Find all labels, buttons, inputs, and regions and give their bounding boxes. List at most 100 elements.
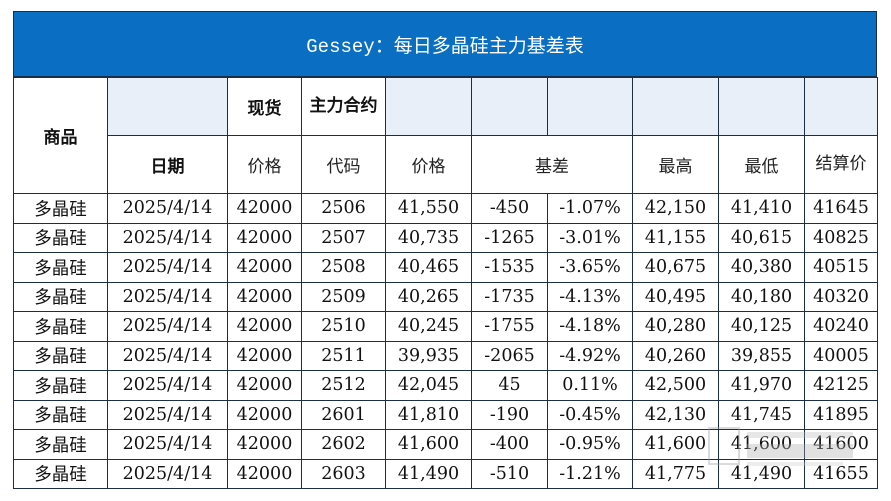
- cell-settle: 41645: [804, 193, 878, 224]
- cell-settle: 40825: [804, 222, 878, 253]
- cell-basis-pct: -0.45%: [547, 399, 633, 430]
- cell-high: 40,280: [632, 311, 719, 342]
- cell-basis: -2065: [471, 340, 548, 371]
- cell-price: 40,465: [385, 252, 472, 283]
- header-blank-basis-top-a: [471, 77, 548, 136]
- cell-high: 40,495: [632, 281, 719, 312]
- cell-product: 多晶硅: [13, 458, 108, 489]
- cell-settle: 42125: [804, 370, 878, 401]
- cell-basis-pct: -3.01%: [547, 222, 633, 253]
- table-row: 多晶硅 2025/4/14 42000 2510 40,245 -1755 -4.18% 40…: [13, 311, 878, 342]
- cell-date: 2025/4/14: [107, 429, 228, 460]
- cell-date: 2025/4/14: [107, 458, 228, 489]
- cell-date: 2025/4/14: [107, 222, 228, 253]
- cell-low: 40,180: [718, 281, 805, 312]
- header-spot-price: 价格: [227, 135, 302, 194]
- header-settle: 结算价: [804, 135, 878, 194]
- cell-basis-pct: -3.65%: [547, 252, 633, 283]
- header-basis: 基差: [471, 135, 633, 194]
- cell-spot-price: 42000: [227, 281, 302, 312]
- table-row: 多晶硅 2025/4/14 42000 2512 42,045 45 0.11% 42,500…: [13, 370, 878, 401]
- cell-product: 多晶硅: [13, 399, 108, 430]
- header-spot: 现货: [227, 77, 302, 136]
- cell-code: 2507: [301, 222, 386, 253]
- cell-product: 多晶硅: [13, 311, 108, 342]
- cell-spot-price: 42000: [227, 370, 302, 401]
- cell-basis: 45: [471, 370, 548, 401]
- table-row: 多晶硅 2025/4/14 42000 2511 39,935 -2065 -4.92% 40…: [13, 340, 878, 371]
- cell-date: 2025/4/14: [107, 370, 228, 401]
- cell-code: 2508: [301, 252, 386, 283]
- cell-price: 40,245: [385, 311, 472, 342]
- cell-high: 42,150: [632, 193, 719, 224]
- table-body: 多晶硅 2025/4/14 42000 2506 41,550 -450 -1.07% 42,…: [13, 193, 878, 489]
- cell-low: 41,745: [718, 399, 805, 430]
- cell-spot-price: 42000: [227, 311, 302, 342]
- cell-price: 40,735: [385, 222, 472, 253]
- cell-low: 41,410: [718, 193, 805, 224]
- cell-price: 41,490: [385, 458, 472, 489]
- cell-price: 40,265: [385, 281, 472, 312]
- cell-high: 42,500: [632, 370, 719, 401]
- cell-product: 多晶硅: [13, 222, 108, 253]
- cell-basis-pct: -4.13%: [547, 281, 633, 312]
- cell-low: 41,600: [718, 429, 805, 460]
- cell-spot-price: 42000: [227, 252, 302, 283]
- table-row: 多晶硅 2025/4/14 42000 2601 41,810 -190 -0.45% 42,…: [13, 399, 878, 430]
- basis-table: 商品 现货 主力合约 日期 价格 代码 价格 基差 最高 最低 结算价 多晶硅 2…: [13, 77, 878, 489]
- cell-spot-price: 42000: [227, 222, 302, 253]
- cell-date: 2025/4/14: [107, 281, 228, 312]
- header-blank-settle-top: [804, 77, 878, 136]
- cell-product: 多晶硅: [13, 429, 108, 460]
- cell-high: 42,130: [632, 399, 719, 430]
- cell-settle: 41600: [804, 429, 878, 460]
- cell-basis-pct: -4.92%: [547, 340, 633, 371]
- table-title: Gessey：每日多晶硅主力基差表: [13, 11, 877, 77]
- cell-basis: -1735: [471, 281, 548, 312]
- cell-low: 40,125: [718, 311, 805, 342]
- cell-settle: 41895: [804, 399, 878, 430]
- cell-high: 41,155: [632, 222, 719, 253]
- cell-high: 41,775: [632, 458, 719, 489]
- cell-low: 41,970: [718, 370, 805, 401]
- cell-low: 41,490: [718, 458, 805, 489]
- cell-price: 41,550: [385, 193, 472, 224]
- cell-basis-pct: 0.11%: [547, 370, 633, 401]
- cell-code: 2603: [301, 458, 386, 489]
- cell-basis-pct: -0.95%: [547, 429, 633, 460]
- cell-code: 2511: [301, 340, 386, 371]
- cell-basis: -190: [471, 399, 548, 430]
- cell-product: 多晶硅: [13, 370, 108, 401]
- header-blank-basis-top-b: [547, 77, 633, 136]
- cell-code: 2512: [301, 370, 386, 401]
- cell-basis: -450: [471, 193, 548, 224]
- table-row: 多晶硅 2025/4/14 42000 2507 40,735 -1265 -3.01% 41…: [13, 222, 878, 253]
- header-code: 代码: [301, 135, 386, 194]
- cell-settle: 40515: [804, 252, 878, 283]
- cell-price: 41,810: [385, 399, 472, 430]
- header-blank-price-top: [385, 77, 472, 136]
- cell-code: 2510: [301, 311, 386, 342]
- cell-spot-price: 42000: [227, 458, 302, 489]
- table-row: 多晶硅 2025/4/14 42000 2509 40,265 -1735 -4.13% 40…: [13, 281, 878, 312]
- cell-low: 39,855: [718, 340, 805, 371]
- table-row: 多晶硅 2025/4/14 42000 2603 41,490 -510 -1.21% 41,…: [13, 458, 878, 489]
- header-blank-date-top: [107, 77, 228, 136]
- cell-basis: -1265: [471, 222, 548, 253]
- cell-settle: 41655: [804, 458, 878, 489]
- cell-basis-pct: -4.18%: [547, 311, 633, 342]
- table-row: 多晶硅 2025/4/14 42000 2506 41,550 -450 -1.07% 42,…: [13, 193, 878, 224]
- cell-price: 41,600: [385, 429, 472, 460]
- cell-code: 2602: [301, 429, 386, 460]
- header-high: 最高: [632, 135, 719, 194]
- cell-high: 40,260: [632, 340, 719, 371]
- header-price: 价格: [385, 135, 472, 194]
- cell-basis-pct: -1.07%: [547, 193, 633, 224]
- header-main-contract: 主力合约: [301, 77, 386, 136]
- basis-table-panel: Gessey：每日多晶硅主力基差表 商品 现货 主力合约: [13, 11, 878, 489]
- header-product: 商品: [13, 77, 108, 194]
- cell-code: 2509: [301, 281, 386, 312]
- cell-basis-pct: -1.21%: [547, 458, 633, 489]
- cell-product: 多晶硅: [13, 340, 108, 371]
- cell-spot-price: 42000: [227, 340, 302, 371]
